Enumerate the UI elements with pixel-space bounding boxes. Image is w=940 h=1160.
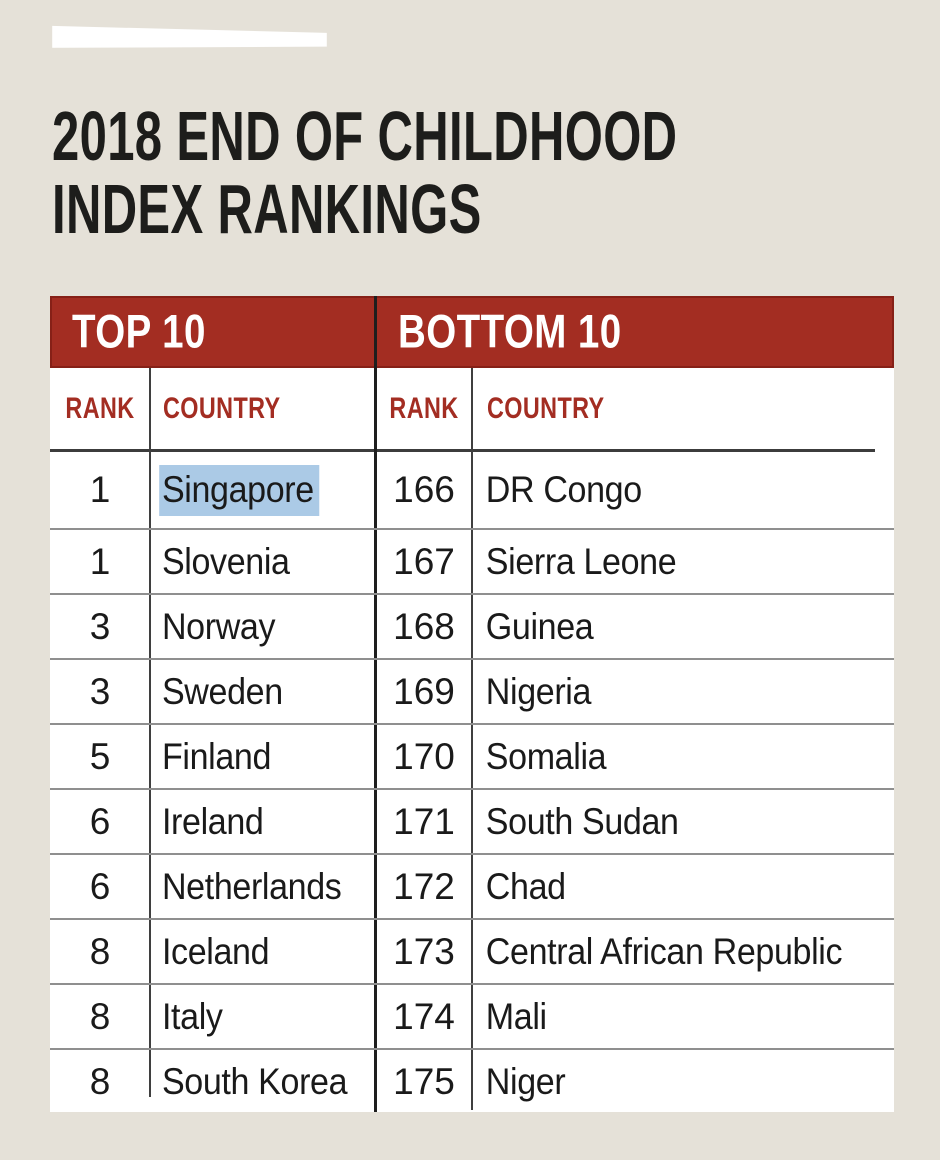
- table-row: 5 Finland 170 Somalia: [50, 723, 894, 788]
- top-rank-cell: 5: [89, 735, 111, 777]
- bottom-country-text: Sierra Leone: [485, 540, 677, 582]
- top-country-cell: Singapore: [150, 465, 358, 516]
- bottom-country-text: Central African Republic: [485, 930, 843, 972]
- bottom-country-cell: South Sudan: [472, 801, 860, 843]
- top-rank-cell: 1: [89, 469, 111, 510]
- top-country-text: Ireland: [161, 800, 264, 842]
- top-country-cell: Sweden: [150, 671, 358, 713]
- bottom-rank-cell: 173: [393, 930, 455, 972]
- bottom-rank-cell: 172: [393, 865, 455, 907]
- bottom-country-cell: Mali: [472, 996, 860, 1038]
- table-row: 6 Netherlands 172 Chad: [50, 853, 894, 918]
- bottom-country-text: Niger: [485, 1060, 566, 1102]
- rankings-table: TOP 10 BOTTOM 10 RANK COUNTRY RANK COUNT…: [50, 296, 894, 1112]
- page-title: 2018 END OF CHILDHOOD INDEX RANKINGS: [52, 100, 940, 246]
- top-country-cell: Ireland: [150, 801, 358, 843]
- top-country-text: Iceland: [161, 930, 270, 972]
- bottom-rank-cell: 169: [393, 670, 455, 712]
- section-label-top10: TOP 10: [72, 304, 206, 358]
- top-country-text: Sweden: [161, 670, 283, 712]
- table-row: 6 Ireland 171 South Sudan: [50, 788, 894, 853]
- top-country-cell: South Korea: [150, 1061, 358, 1103]
- bottom-country-cell: Somalia: [472, 736, 860, 778]
- bottom-country-text: DR Congo: [485, 469, 642, 510]
- rank-country-divider-left: [149, 368, 151, 1097]
- top-country-text: Finland: [161, 735, 272, 777]
- section-label-bottom10: BOTTOM 10: [398, 304, 622, 358]
- page-title-line1: 2018 END OF CHILDHOOD: [52, 97, 678, 175]
- top-country-cell: Norway: [150, 606, 358, 648]
- top-country-cell: Netherlands: [150, 866, 358, 908]
- bottom-country-text: Chad: [485, 865, 566, 907]
- column-header-row: RANK COUNTRY RANK COUNTRY: [50, 368, 894, 449]
- top-country-cell: Finland: [150, 736, 358, 778]
- bottom-country-cell: Central African Republic: [472, 931, 860, 973]
- bottom-country-text: Somalia: [485, 735, 607, 777]
- bottom-rank-cell: 175: [393, 1060, 455, 1102]
- top-country-text: Slovenia: [161, 540, 290, 582]
- top-rank-cell: 6: [89, 800, 111, 842]
- top-rank-cell: 8: [89, 1060, 111, 1102]
- bottom-country-text: Nigeria: [485, 670, 592, 712]
- table-row: 1 Singapore 166 DR Congo: [50, 452, 894, 528]
- center-section-divider: [374, 296, 377, 1112]
- top-country-text: Netherlands: [161, 865, 342, 907]
- top-rank-cell: 8: [89, 930, 111, 972]
- top-rank-cell: 6: [89, 865, 111, 907]
- table-row: 8 Italy 174 Mali: [50, 983, 894, 1048]
- top-country-text: South Korea: [161, 1060, 348, 1102]
- top-rank-cell: 8: [89, 995, 111, 1037]
- table-row: 1 Slovenia 167 Sierra Leone: [50, 528, 894, 593]
- top-country-cell: Iceland: [150, 931, 358, 973]
- bottom-country-cell: Niger: [472, 1061, 860, 1103]
- bottom-rank-cell: 171: [393, 800, 455, 842]
- bottom-rank-cell: 174: [393, 995, 455, 1037]
- column-header-rank-top: RANK: [65, 391, 135, 425]
- text-selection-highlight[interactable]: Singapore: [159, 465, 320, 516]
- bottom-country-cell: Chad: [472, 866, 860, 908]
- top-country-text: Norway: [161, 605, 276, 647]
- top-country-text: Italy: [161, 995, 223, 1037]
- table-row: 8 South Korea 175 Niger: [50, 1048, 894, 1112]
- page-title-line2: INDEX RANKINGS: [52, 170, 482, 248]
- rank-country-divider-right: [471, 368, 473, 1110]
- top-rank-cell: 3: [89, 605, 111, 647]
- bottom-rank-cell: 167: [393, 540, 455, 582]
- bottom-country-text: Guinea: [485, 605, 594, 647]
- table-section-header-bar: TOP 10 BOTTOM 10: [50, 296, 894, 368]
- top-country-cell: Slovenia: [150, 541, 358, 583]
- bottom-country-cell: Sierra Leone: [472, 541, 860, 583]
- bottom-country-cell: Nigeria: [472, 671, 860, 713]
- bottom-country-cell: Guinea: [472, 606, 860, 648]
- table-row: 3 Sweden 169 Nigeria: [50, 658, 894, 723]
- bottom-country-cell: DR Congo: [472, 469, 860, 511]
- bottom-country-text: Mali: [485, 995, 547, 1037]
- table-row: 8 Iceland 173 Central African Republic: [50, 918, 894, 983]
- white-highlight-strip: [52, 25, 327, 48]
- bottom-rank-cell: 170: [393, 735, 455, 777]
- top-country-cell: Italy: [150, 996, 358, 1038]
- table-rows: 1 Singapore 166 DR Congo 1 Slovenia 167 …: [50, 452, 894, 1112]
- header-underline: [50, 449, 875, 452]
- column-header-country-top: COUNTRY: [163, 391, 281, 425]
- bottom-country-text: South Sudan: [485, 800, 679, 842]
- column-header-rank-bottom: RANK: [389, 391, 459, 425]
- bottom-rank-cell: 166: [393, 469, 455, 510]
- column-header-country-bottom: COUNTRY: [487, 391, 605, 425]
- bottom-rank-cell: 168: [393, 605, 455, 647]
- top-rank-cell: 3: [89, 670, 111, 712]
- table-row: 3 Norway 168 Guinea: [50, 593, 894, 658]
- top-rank-cell: 1: [89, 540, 111, 582]
